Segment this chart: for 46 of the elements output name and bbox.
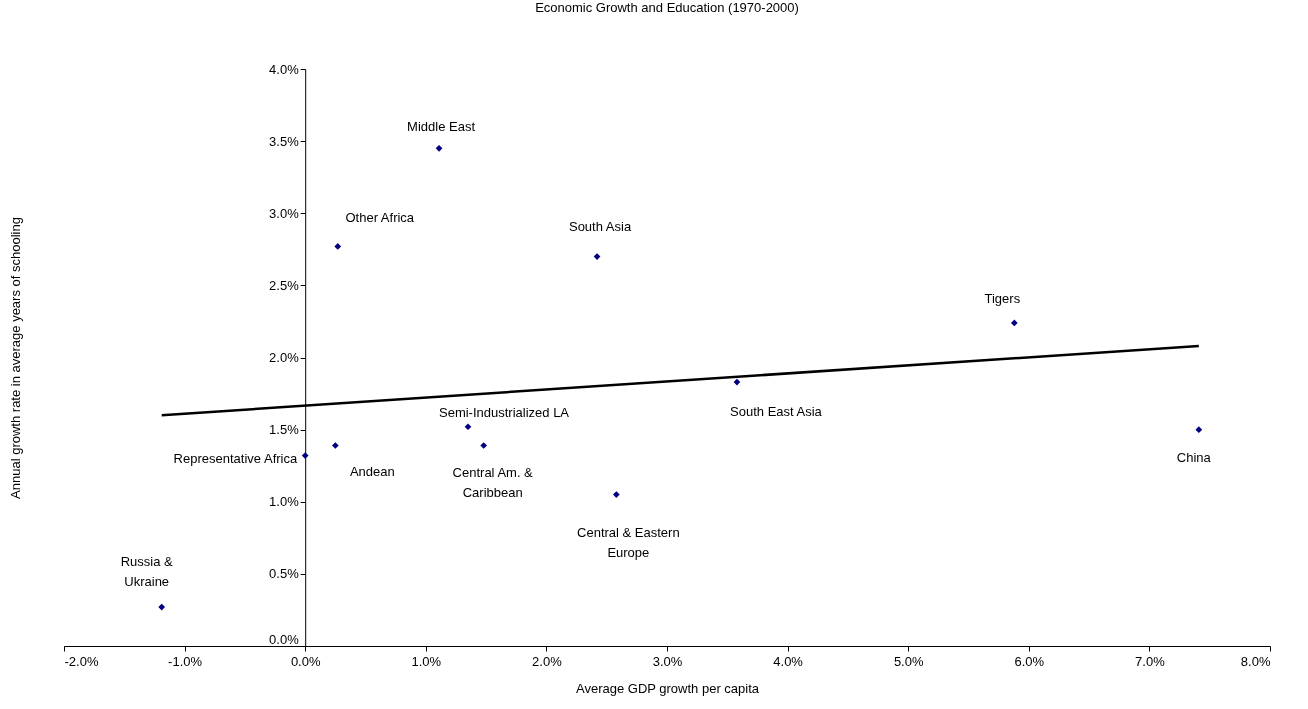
- x-tick-label: 5.0%: [893, 653, 924, 669]
- point: [480, 442, 488, 449]
- point: [733, 378, 741, 386]
- y-tick-label: 3.5%: [269, 133, 300, 149]
- point: [464, 423, 472, 431]
- annotation: Middle East: [407, 119, 476, 135]
- y-tick-label: 2.0%: [269, 350, 300, 365]
- point: [301, 452, 309, 459]
- point: [158, 603, 166, 611]
- x-tick-label: 0.0%: [290, 653, 321, 669]
- y-tick-label: 1.0%: [269, 494, 300, 510]
- annotation: South East Asia: [730, 404, 823, 420]
- annotation: Andean: [349, 464, 395, 480]
- y-axis-title: Annual growth rate in average years of schooling: [7, 217, 23, 499]
- x-tick-label: 1.0%: [411, 653, 442, 669]
- point: [332, 442, 339, 449]
- x-tick-label: -1.0%: [168, 653, 203, 669]
- x-tick-label: 2.0%: [532, 653, 563, 669]
- annotation: Central & Eastern Europe: [577, 524, 680, 560]
- x-tick-label: 6.0%: [1014, 653, 1045, 669]
- annotation: Russia & Ukraine: [120, 554, 174, 590]
- x-tick-label: 7.0%: [1135, 653, 1166, 669]
- point: [435, 144, 443, 152]
- x-axis-title: Average GDP growth per capita: [575, 680, 760, 696]
- point: [334, 243, 342, 250]
- annotation: Central Am. & Caribbean: [452, 465, 534, 501]
- point: [1010, 319, 1018, 327]
- y-tick-label: 1.5%: [269, 422, 300, 438]
- point: [1195, 426, 1203, 433]
- annotation: Tigers: [984, 290, 1021, 306]
- x-tick-label: 3.0%: [652, 653, 683, 669]
- y-tick-label: 4.0%: [269, 61, 300, 77]
- annotation: Semi-Industrialized LA: [438, 404, 570, 420]
- annotation: South Asia: [568, 218, 632, 234]
- annotation: Representative Africa: [173, 450, 298, 466]
- x-tick-label: 4.0%: [773, 653, 804, 669]
- annotation: Other Africa: [345, 210, 415, 226]
- x-tick-label: 8.0%: [1240, 653, 1271, 669]
- chart-title: Economic Growth and Education (1970-2000): [535, 0, 799, 15]
- y-tick-label: 3.0%: [269, 205, 300, 221]
- annotation: China: [1176, 449, 1212, 465]
- y-tick-label: 2.5%: [269, 277, 300, 293]
- y-tick-label: 0.0%: [269, 631, 300, 647]
- y-tick-label: 0.5%: [269, 566, 300, 582]
- point: [612, 491, 620, 498]
- x-tick-label: -2.0%: [64, 653, 99, 669]
